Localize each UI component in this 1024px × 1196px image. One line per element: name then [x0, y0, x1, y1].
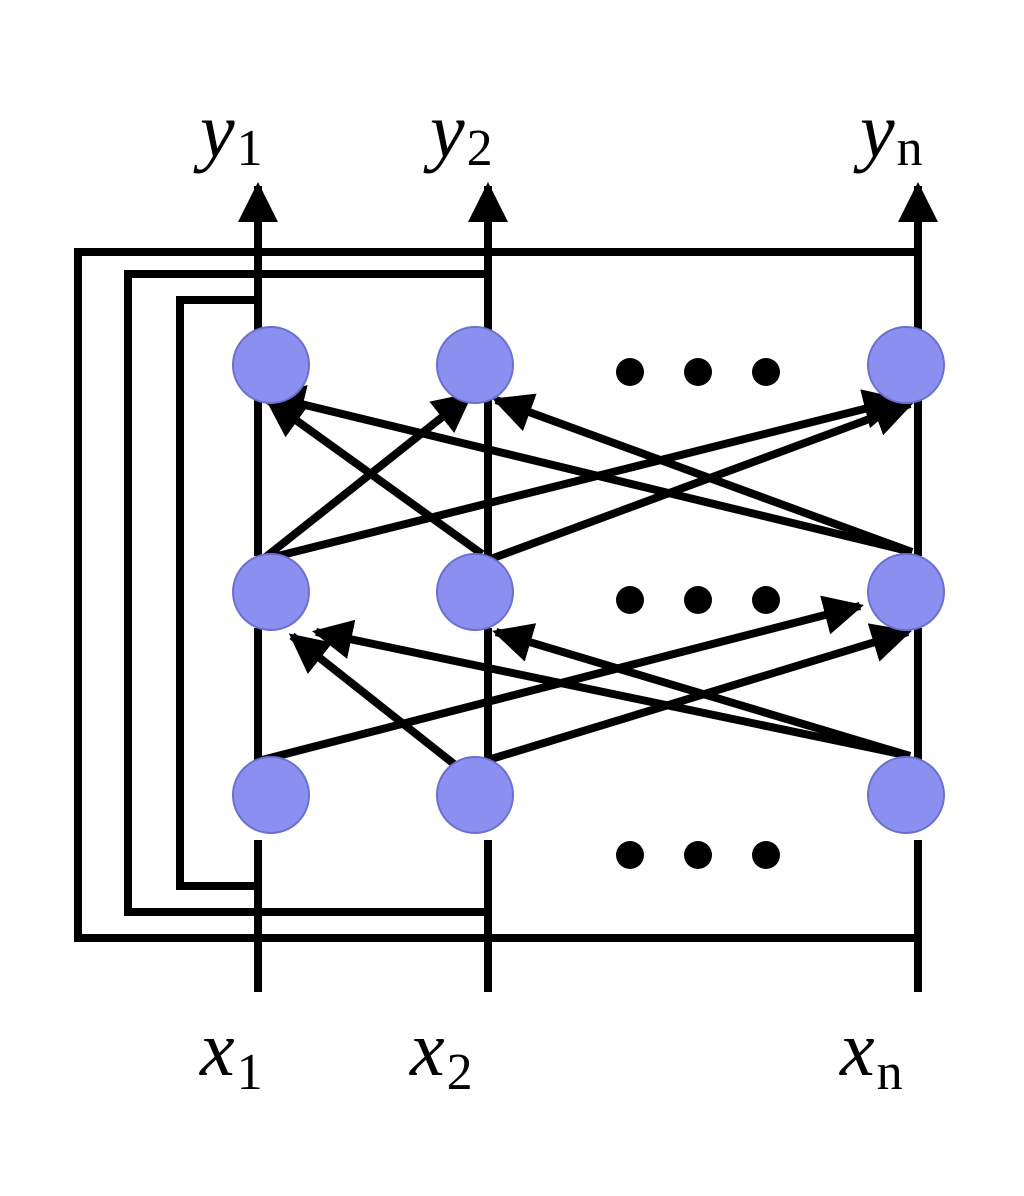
connection-h1-to-o2 — [259, 391, 474, 564]
ellipsis-dots-icon — [616, 358, 780, 869]
input-label-2: x2 — [410, 1005, 473, 1101]
output-label-n: yn — [860, 87, 923, 177]
connection-in-to-h1 — [312, 619, 911, 760]
connection-hn-to-o2 — [492, 393, 914, 556]
column-lines — [238, 182, 938, 992]
feedback-loop-n — [74, 248, 918, 942]
connection-h2-to-on — [486, 397, 914, 564]
circle-node-icon — [232, 553, 310, 631]
circle-node-icon — [436, 553, 514, 631]
circle-node-icon — [867, 553, 945, 631]
output-label-1: y1 — [200, 87, 263, 177]
connection-hn-to-o1 — [264, 385, 913, 556]
feedback-loop-1 — [176, 296, 258, 890]
nodes — [232, 326, 945, 834]
circle-node-icon — [867, 326, 945, 404]
connection-in-to-h2 — [492, 623, 912, 760]
circle-node-icon — [436, 326, 514, 404]
circle-node-icon — [232, 326, 310, 404]
circle-node-icon — [232, 756, 310, 834]
input-label-1: x1 — [200, 1005, 263, 1101]
output-label-2: y2 — [430, 87, 493, 177]
connections — [259, 385, 914, 768]
connection-h1-to-on — [261, 389, 904, 564]
feedback-loops — [74, 248, 918, 942]
connection-h2-to-o1 — [264, 396, 485, 558]
circle-node-icon — [867, 756, 945, 834]
input-label-n: xn — [840, 1005, 903, 1101]
circle-node-icon — [436, 756, 514, 834]
feedback-loop-2 — [124, 270, 488, 916]
